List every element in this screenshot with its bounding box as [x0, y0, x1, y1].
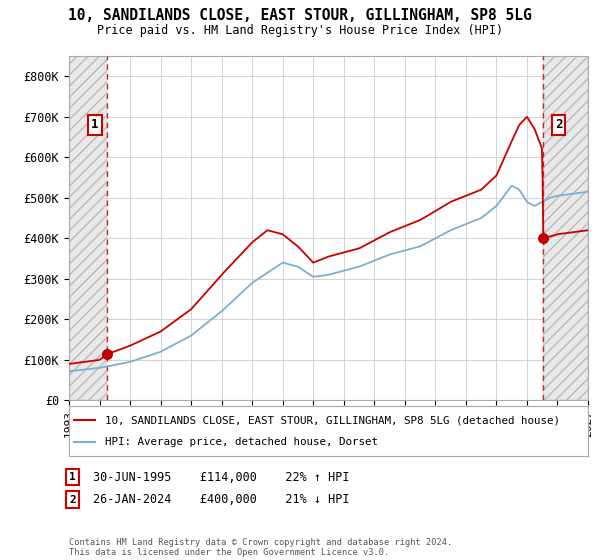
Bar — [543, 56, 588, 400]
Text: Price paid vs. HM Land Registry's House Price Index (HPI): Price paid vs. HM Land Registry's House … — [97, 24, 503, 36]
Text: 1: 1 — [91, 118, 98, 132]
Text: 26-JAN-2024    £400,000    21% ↓ HPI: 26-JAN-2024 £400,000 21% ↓ HPI — [93, 493, 349, 506]
Bar — [69, 56, 107, 400]
Text: 2: 2 — [69, 494, 76, 505]
Text: 2: 2 — [555, 118, 562, 132]
Text: 30-JUN-1995    £114,000    22% ↑ HPI: 30-JUN-1995 £114,000 22% ↑ HPI — [93, 470, 349, 484]
Text: 1: 1 — [69, 472, 76, 482]
Text: HPI: Average price, detached house, Dorset: HPI: Average price, detached house, Dors… — [106, 437, 379, 447]
Text: Contains HM Land Registry data © Crown copyright and database right 2024.
This d: Contains HM Land Registry data © Crown c… — [69, 538, 452, 557]
Text: 10, SANDILANDS CLOSE, EAST STOUR, GILLINGHAM, SP8 5LG (detached house): 10, SANDILANDS CLOSE, EAST STOUR, GILLIN… — [106, 415, 560, 425]
Text: 10, SANDILANDS CLOSE, EAST STOUR, GILLINGHAM, SP8 5LG: 10, SANDILANDS CLOSE, EAST STOUR, GILLIN… — [68, 8, 532, 24]
